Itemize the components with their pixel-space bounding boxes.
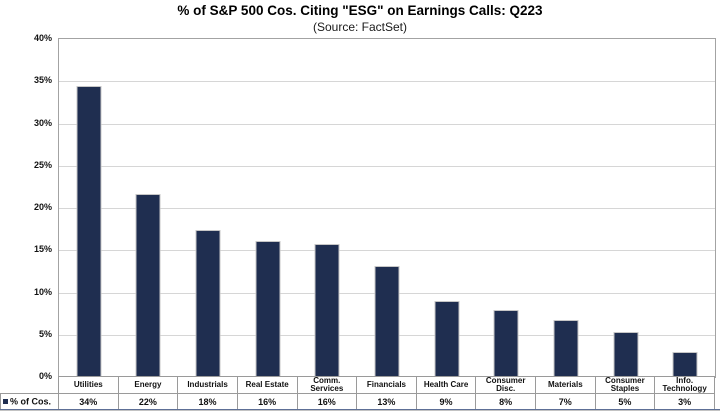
bar-consumer-disc (493, 310, 519, 377)
y-axis-tick-label: 25% (33, 159, 52, 170)
bar-energy (135, 193, 161, 377)
category-label-financials: Financials (356, 376, 417, 394)
bottom-rule (0, 409, 720, 411)
y-axis-tick-label: 15% (33, 244, 52, 255)
bar-utilities (76, 86, 102, 377)
value-cell-financials: 13% (356, 393, 417, 410)
legend-cell: % of Cos. (0, 393, 59, 410)
category-label-utilities: Utilities (58, 376, 119, 394)
y-axis-tick-label: 10% (33, 286, 52, 297)
value-cell-utilities: 34% (58, 393, 119, 410)
bar-health-care (434, 300, 460, 377)
value-cell-materials: 7% (535, 393, 596, 410)
category-label-health-care: Health Care (415, 376, 477, 394)
legend-label: % of Cos. (10, 396, 52, 407)
gridline (59, 208, 715, 209)
gridline (59, 123, 715, 125)
bar-real-estate (255, 240, 281, 377)
data-table: Utilities Energy Industrials Real Estate Com… (0, 376, 715, 410)
value-cell-real-estate: 16% (236, 393, 298, 410)
bar-consumer-staples (613, 332, 639, 377)
category-label-consumer-disc: Consumer Disc. (475, 376, 536, 394)
category-label-industrials: Industrials (177, 376, 238, 394)
bar-financials (374, 266, 400, 377)
value-cell-health-care: 9% (415, 393, 477, 410)
table-corner-cell (1, 377, 59, 394)
category-label-energy: Energy (117, 376, 179, 394)
value-cell-consumer-staples: 5% (594, 393, 656, 410)
plot-area (58, 38, 716, 378)
bar-comm-services (314, 243, 340, 377)
y-axis-tick-label: 30% (33, 117, 52, 128)
bar-materials (553, 319, 579, 377)
bar-industrials (195, 229, 221, 377)
y-axis-tick-label: 40% (33, 33, 52, 43)
category-row: Utilities Energy Industrials Real Estate Com… (1, 376, 715, 394)
y-axis-tick-label: 20% (33, 202, 52, 212)
value-cell-comm-services: 16% (296, 393, 358, 410)
bar-info-technology (672, 351, 698, 377)
category-label-consumer-staples: Consumer Staples (594, 376, 656, 394)
gridline (59, 165, 715, 167)
y-axis-tick-label: 0% (38, 371, 52, 381)
value-cell-consumer-disc: 8% (475, 393, 536, 410)
category-label-materials: Materials (535, 376, 596, 394)
y-axis-tick-label: 5% (38, 328, 52, 339)
gridline (59, 81, 715, 83)
legend-swatch-icon (3, 399, 8, 405)
y-axis-tick-label: 35% (33, 75, 52, 86)
value-row: % of Cos. 34% 22% 18% 16% 16% 13% 9% 8% 7% 5% 3% (0, 393, 715, 410)
chart-subtitle: (Source: FactSet) (312, 20, 408, 34)
category-label-comm-services: Comm. Services (296, 376, 358, 394)
value-cell-energy: 22% (117, 393, 179, 410)
value-cell-info-technology: 3% (654, 393, 715, 410)
value-cell-industrials: 18% (177, 393, 238, 410)
category-label-real-estate: Real Estate (236, 376, 298, 394)
category-label-info-technology: Info. Technology (654, 376, 715, 394)
y-axis: 0% 5% 10% 15% 20% 25% 30% 35% 40% (0, 33, 54, 381)
gridline (59, 250, 715, 252)
chart-title: % of S&P 500 Cos. Citing "ESG" on Earnin… (177, 3, 543, 18)
